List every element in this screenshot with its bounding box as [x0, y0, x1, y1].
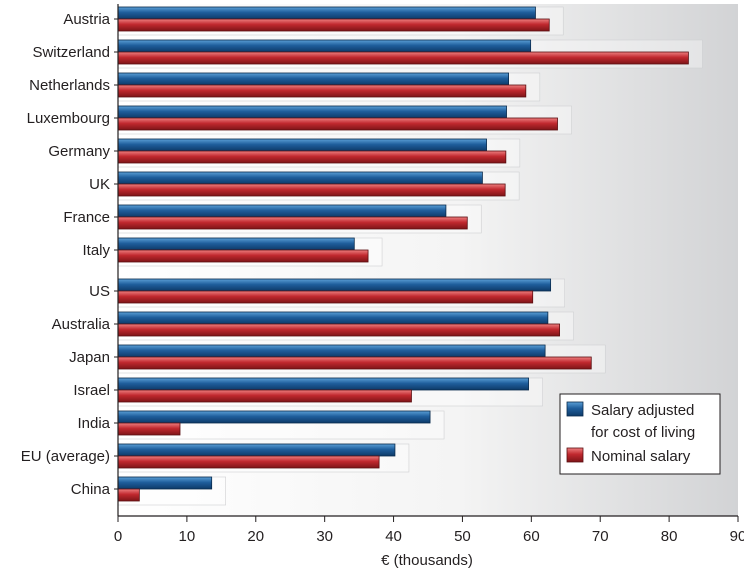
bar-nominal-switzerland: [117, 51, 689, 65]
bar-nominal-austria: [117, 18, 550, 32]
ticks-layer: 0 10 20 30 40 50 60 70 80 90: [114, 516, 744, 545]
bar-nominal-eu-average: [117, 455, 380, 469]
x-tick-label-70: 70: [592, 528, 609, 545]
bar-adjusted-uk: [117, 171, 483, 185]
bar-adjusted-israel: [117, 377, 529, 391]
bars-layer: [117, 6, 703, 506]
category-label-austria: Austria: [63, 11, 110, 28]
x-tick-label-80: 80: [661, 528, 678, 545]
category-label-switzerland: Switzerland: [32, 44, 110, 61]
category-label-israel: Israel: [73, 382, 110, 399]
legend-box: [559, 393, 721, 475]
legend-label-adjusted-line2: for cost of living: [591, 424, 695, 441]
x-tick-label-20: 20: [247, 528, 264, 545]
bar-nominal-france: [117, 216, 468, 230]
category-label-luxembourg: Luxembourg: [27, 110, 110, 127]
bar-adjusted-luxembourg: [117, 105, 507, 119]
bar-nominal-italy: [117, 249, 369, 263]
legend-label-adjusted-line1: Salary adjusted: [591, 402, 694, 419]
bar-nominal-netherlands: [117, 84, 527, 98]
bar-adjusted-us: [117, 278, 552, 292]
x-tick-label-60: 60: [523, 528, 540, 545]
bar-nominal-australia: [117, 323, 560, 337]
bar-nominal-us: [117, 290, 534, 304]
category-label-us: US: [89, 283, 110, 300]
x-tick-label-30: 30: [316, 528, 333, 545]
bar-adjusted-italy: [117, 237, 355, 251]
category-label-australia: Australia: [52, 316, 111, 333]
x-axis-title: € (thousands): [381, 552, 473, 569]
bar-adjusted-india: [117, 410, 431, 424]
legend-swatch-adjusted: [566, 401, 584, 417]
bar-adjusted-france: [117, 204, 447, 218]
bar-adjusted-austria: [117, 6, 536, 20]
bar-nominal-germany: [117, 150, 507, 164]
category-label-italy: Italy: [82, 242, 110, 259]
bar-adjusted-netherlands: [117, 72, 510, 86]
category-label-china: China: [71, 481, 111, 498]
category-label-eu-average: EU (average): [21, 448, 110, 465]
category-label-uk: UK: [89, 176, 110, 193]
bar-nominal-israel: [117, 389, 412, 403]
bar-adjusted-china: [117, 476, 213, 490]
x-tick-label-90: 90: [730, 528, 744, 545]
bar-adjusted-australia: [117, 311, 549, 325]
bar-nominal-luxembourg: [117, 117, 558, 131]
category-labels: Austria Switzerland Netherlands Luxembourg G…: [21, 11, 118, 498]
legend: Salary adjusted for cost of living Nomin…: [559, 393, 721, 475]
category-label-india: India: [77, 415, 110, 432]
x-tick-label-40: 40: [385, 528, 402, 545]
x-tick-label-10: 10: [179, 528, 196, 545]
bar-adjusted-japan: [117, 344, 546, 358]
bar-adjusted-switzerland: [117, 39, 532, 53]
bar-adjusted-eu-average: [117, 443, 396, 457]
x-tick-label-0: 0: [114, 528, 122, 545]
category-label-germany: Germany: [48, 143, 110, 160]
category-label-netherlands: Netherlands: [29, 77, 110, 94]
bar-adjusted-germany: [117, 138, 487, 152]
bar-nominal-uk: [117, 183, 506, 197]
x-tick-label-50: 50: [454, 528, 471, 545]
category-label-japan: Japan: [69, 349, 110, 366]
category-label-france: France: [63, 209, 110, 226]
legend-label-nominal: Nominal salary: [591, 448, 691, 465]
bar-nominal-japan: [117, 356, 592, 370]
bar-nominal-china: [117, 488, 140, 502]
bar-nominal-india: [117, 422, 181, 436]
legend-swatch-nominal: [566, 447, 584, 463]
